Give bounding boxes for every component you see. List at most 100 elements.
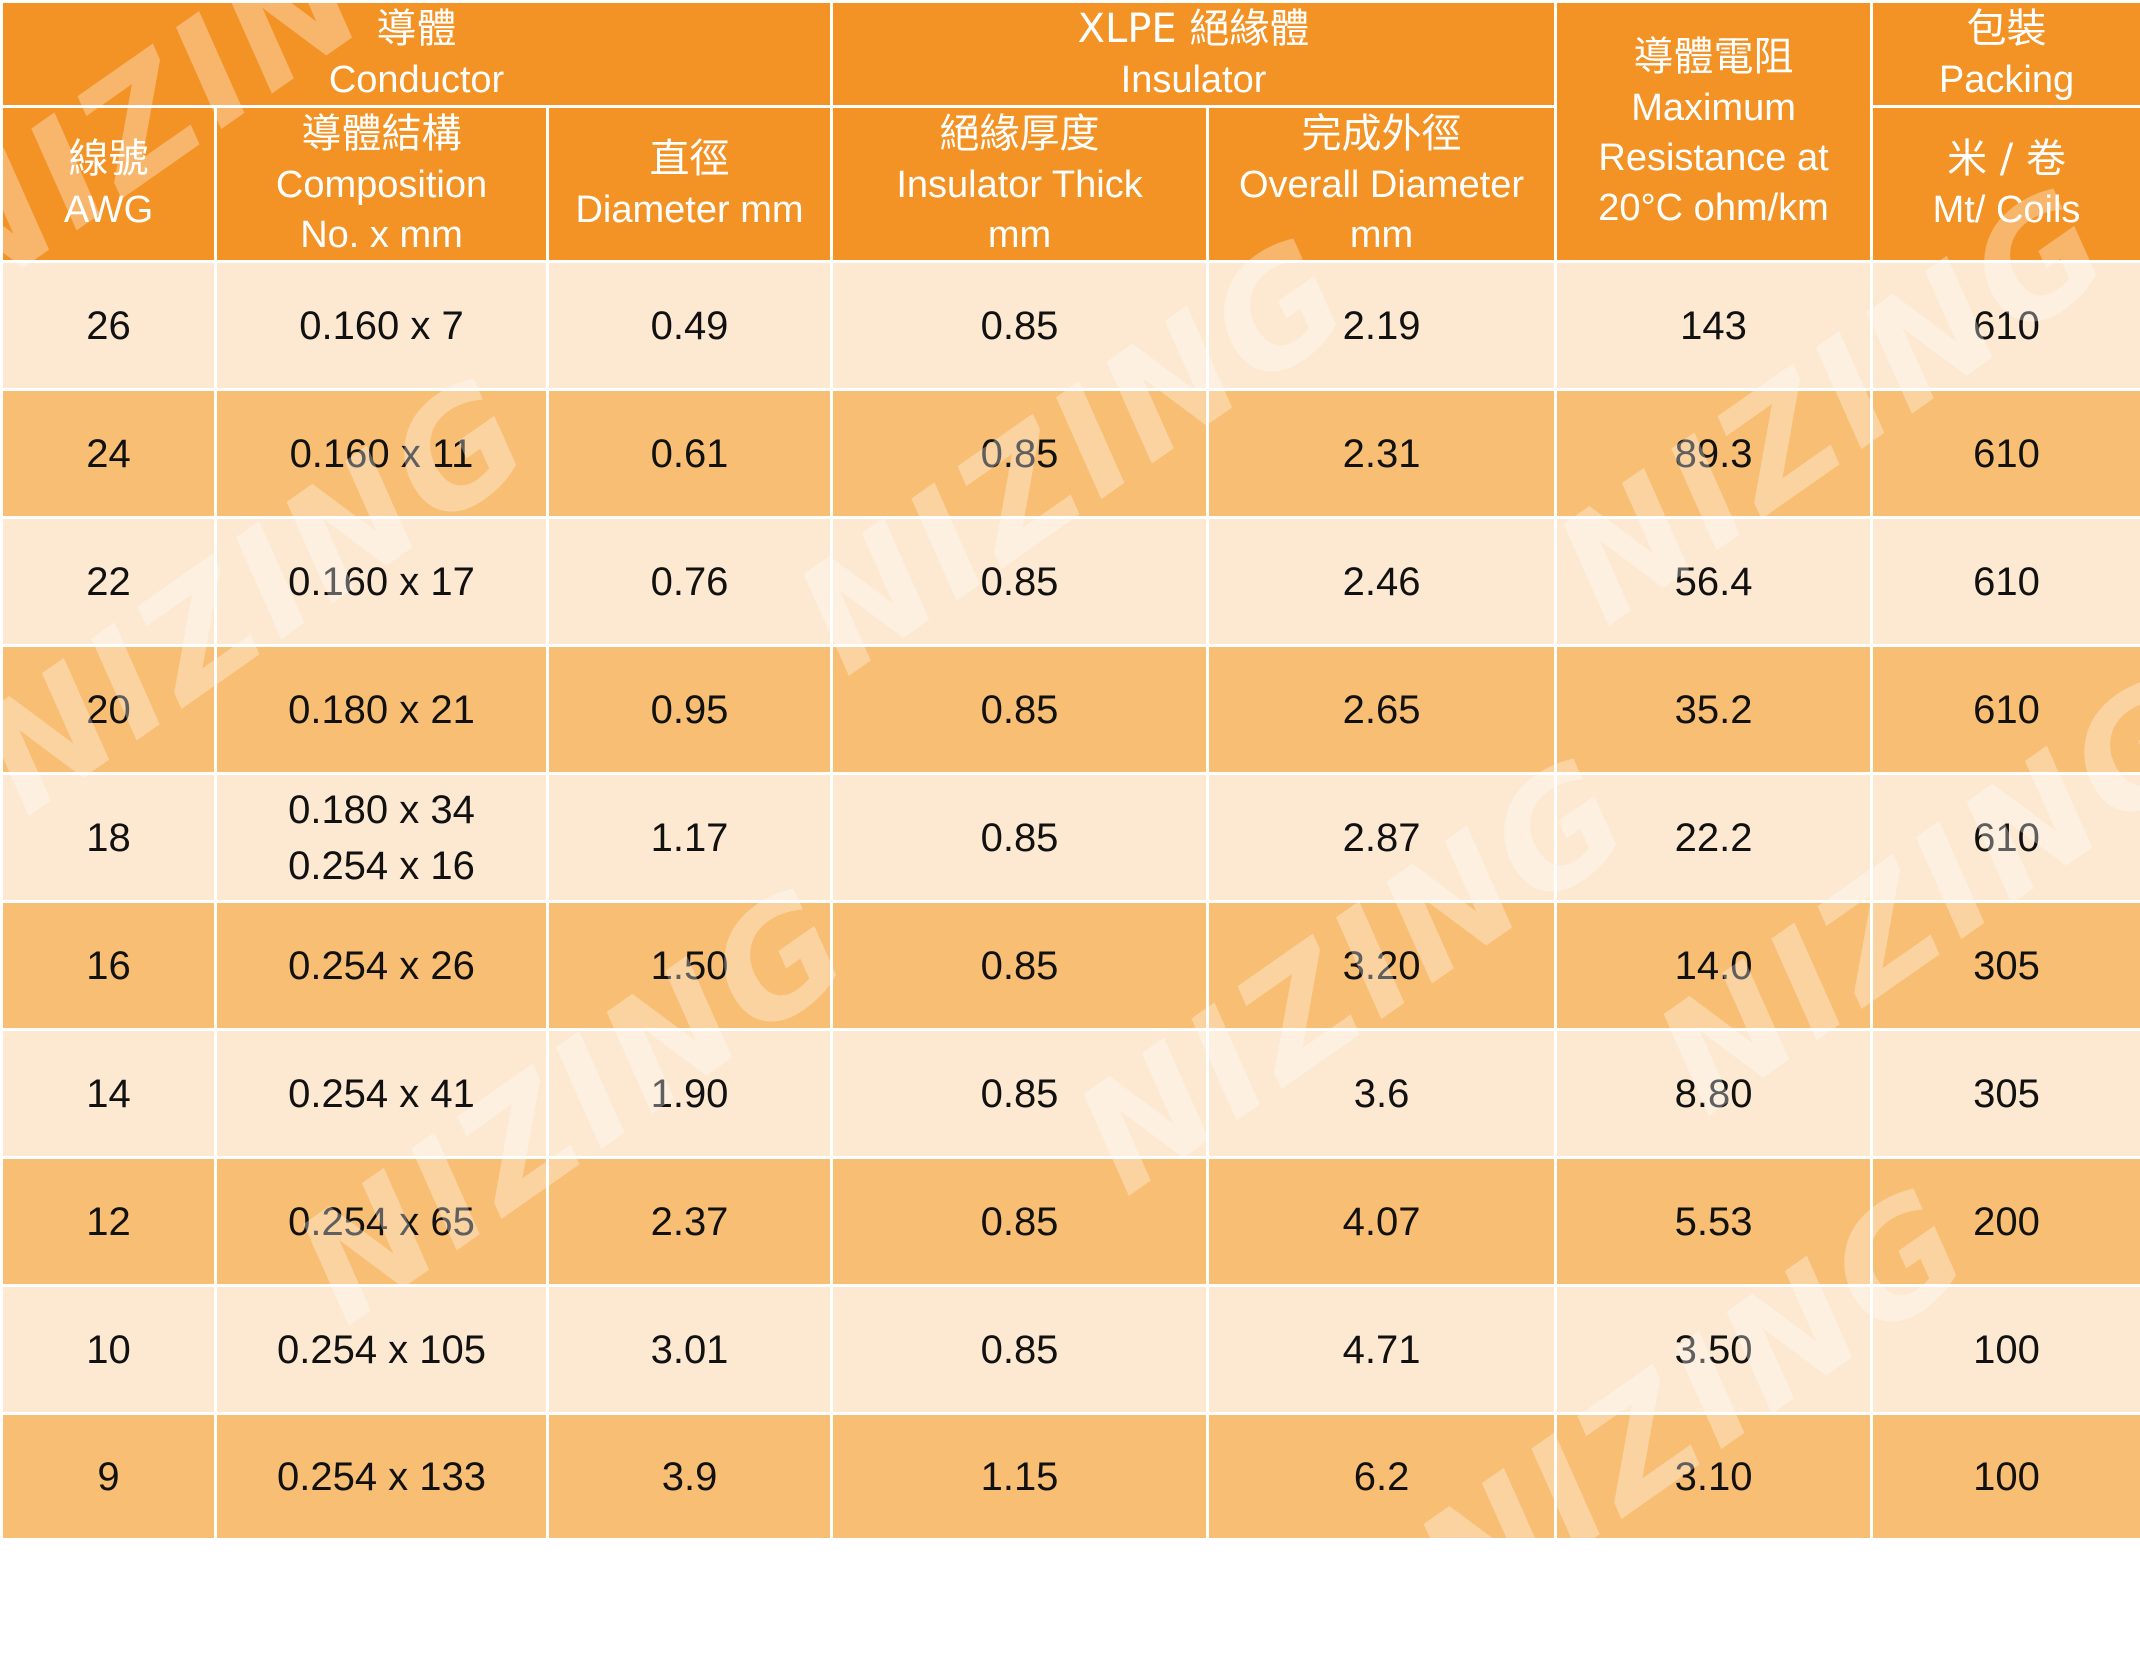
cell-composition: 0.160 x 7 <box>216 262 548 390</box>
cell-packing: 100 <box>1872 1286 2140 1414</box>
cell-packing: 610 <box>1872 518 2140 646</box>
cell-thickness: 0.85 <box>832 1030 1208 1158</box>
composition-line: 0.180 x 34 <box>217 782 546 838</box>
header-coils: 米 / 卷 Mt/ Coils <box>1872 107 2140 262</box>
header-thickness-en1: Insulator Thick <box>833 160 1206 210</box>
cell-awg: 12 <box>2 1158 216 1286</box>
composition-line: 0.254 x 133 <box>217 1449 546 1505</box>
cell-diameter: 1.50 <box>548 902 832 1030</box>
cell-resistance: 5.53 <box>1556 1158 1872 1286</box>
header-diameter-en: Diameter mm <box>549 185 830 235</box>
cell-composition: 0.160 x 11 <box>216 390 548 518</box>
header-packing-zh: 包裝 <box>1873 3 2140 55</box>
cell-composition: 0.180 x 34 0.254 x 16 <box>216 774 548 902</box>
table-row: 26 0.160 x 7 0.49 0.85 2.19 143 610 <box>2 262 2140 390</box>
header-overall-zh: 完成外徑 <box>1209 108 1554 160</box>
header-packing-en: Packing <box>1873 55 2140 105</box>
cell-resistance: 8.80 <box>1556 1030 1872 1158</box>
cell-overall: 2.19 <box>1208 262 1556 390</box>
cell-diameter: 0.49 <box>548 262 832 390</box>
cell-resistance: 3.50 <box>1556 1286 1872 1414</box>
header-coils-zh: 米 / 卷 <box>1873 133 2140 185</box>
cell-resistance: 14.0 <box>1556 902 1872 1030</box>
header-overall-en2: mm <box>1209 210 1554 260</box>
cell-diameter: 0.95 <box>548 646 832 774</box>
cell-overall: 2.87 <box>1208 774 1556 902</box>
cell-composition: 0.180 x 21 <box>216 646 548 774</box>
cell-packing: 610 <box>1872 390 2140 518</box>
table-row: 12 0.254 x 65 2.37 0.85 4.07 5.53 200 <box>2 1158 2140 1286</box>
composition-line: 0.254 x 16 <box>217 838 546 894</box>
cell-packing: 610 <box>1872 262 2140 390</box>
table-row: 20 0.180 x 21 0.95 0.85 2.65 35.2 610 <box>2 646 2140 774</box>
cell-resistance: 89.3 <box>1556 390 1872 518</box>
cell-awg: 24 <box>2 390 216 518</box>
header-insulator-zh: XLPE 絕緣體 <box>833 3 1554 55</box>
cell-overall: 4.07 <box>1208 1158 1556 1286</box>
cell-thickness: 1.15 <box>832 1414 1208 1540</box>
composition-line: 0.160 x 11 <box>217 426 546 482</box>
header-resistance-en2: Resistance at <box>1557 133 1870 183</box>
composition-line: 0.254 x 26 <box>217 938 546 994</box>
table-row: 14 0.254 x 41 1.90 0.85 3.6 8.80 305 <box>2 1030 2140 1158</box>
cell-thickness: 0.85 <box>832 646 1208 774</box>
table-row: 18 0.180 x 34 0.254 x 16 1.17 0.85 2.87 … <box>2 774 2140 902</box>
header-resistance-en1: Maximum <box>1557 83 1870 133</box>
cell-overall: 2.46 <box>1208 518 1556 646</box>
cell-resistance: 143 <box>1556 262 1872 390</box>
header-overall: 完成外徑 Overall Diameter mm <box>1208 107 1556 262</box>
cell-awg: 16 <box>2 902 216 1030</box>
header-insulator: XLPE 絕緣體 Insulator <box>832 2 1556 107</box>
cell-thickness: 0.85 <box>832 902 1208 1030</box>
cell-overall: 2.31 <box>1208 390 1556 518</box>
cell-thickness: 0.85 <box>832 390 1208 518</box>
cell-composition: 0.254 x 41 <box>216 1030 548 1158</box>
header-awg-zh: 線號 <box>3 133 214 185</box>
cell-overall: 6.2 <box>1208 1414 1556 1540</box>
table-header: 導體 Conductor XLPE 絕緣體 Insulator 導體電阻 Max… <box>2 2 2140 262</box>
cell-packing: 610 <box>1872 774 2140 902</box>
composition-line: 0.160 x 7 <box>217 298 546 354</box>
cell-packing: 200 <box>1872 1158 2140 1286</box>
cell-awg: 22 <box>2 518 216 646</box>
header-coils-en: Mt/ Coils <box>1873 185 2140 235</box>
cell-packing: 100 <box>1872 1414 2140 1540</box>
cell-resistance: 3.10 <box>1556 1414 1872 1540</box>
cell-thickness: 0.85 <box>832 1158 1208 1286</box>
cell-resistance: 35.2 <box>1556 646 1872 774</box>
cell-thickness: 0.85 <box>832 774 1208 902</box>
cell-thickness: 0.85 <box>832 518 1208 646</box>
cell-awg: 26 <box>2 262 216 390</box>
header-awg: 線號 AWG <box>2 107 216 262</box>
composition-line: 0.254 x 105 <box>217 1322 546 1378</box>
cell-awg: 18 <box>2 774 216 902</box>
cell-thickness: 0.85 <box>832 1286 1208 1414</box>
composition-line: 0.180 x 21 <box>217 682 546 738</box>
cell-overall: 3.20 <box>1208 902 1556 1030</box>
header-composition-en1: Composition <box>217 160 546 210</box>
header-thickness-en2: mm <box>833 210 1206 260</box>
table-row: 10 0.254 x 105 3.01 0.85 4.71 3.50 100 <box>2 1286 2140 1414</box>
cell-diameter: 2.37 <box>548 1158 832 1286</box>
cable-spec-table: 導體 Conductor XLPE 絕緣體 Insulator 導體電阻 Max… <box>0 0 2140 1541</box>
cell-packing: 305 <box>1872 1030 2140 1158</box>
table-body: 26 0.160 x 7 0.49 0.85 2.19 143 610 24 0… <box>2 262 2140 1540</box>
table-row: 16 0.254 x 26 1.50 0.85 3.20 14.0 305 <box>2 902 2140 1030</box>
table-row: 22 0.160 x 17 0.76 0.85 2.46 56.4 610 <box>2 518 2140 646</box>
header-resistance-en3: 20°C ohm/km <box>1557 183 1870 233</box>
header-thickness: 絕緣厚度 Insulator Thick mm <box>832 107 1208 262</box>
header-diameter: 直徑 Diameter mm <box>548 107 832 262</box>
header-overall-en1: Overall Diameter <box>1209 160 1554 210</box>
cell-packing: 305 <box>1872 902 2140 1030</box>
cell-composition: 0.254 x 65 <box>216 1158 548 1286</box>
cell-packing: 610 <box>1872 646 2140 774</box>
cell-awg: 10 <box>2 1286 216 1414</box>
cell-resistance: 56.4 <box>1556 518 1872 646</box>
cell-overall: 3.6 <box>1208 1030 1556 1158</box>
cell-composition: 0.254 x 133 <box>216 1414 548 1540</box>
cell-resistance: 22.2 <box>1556 774 1872 902</box>
cell-awg: 20 <box>2 646 216 774</box>
cell-diameter: 1.17 <box>548 774 832 902</box>
cell-composition: 0.160 x 17 <box>216 518 548 646</box>
header-conductor-zh: 導體 <box>3 3 830 55</box>
